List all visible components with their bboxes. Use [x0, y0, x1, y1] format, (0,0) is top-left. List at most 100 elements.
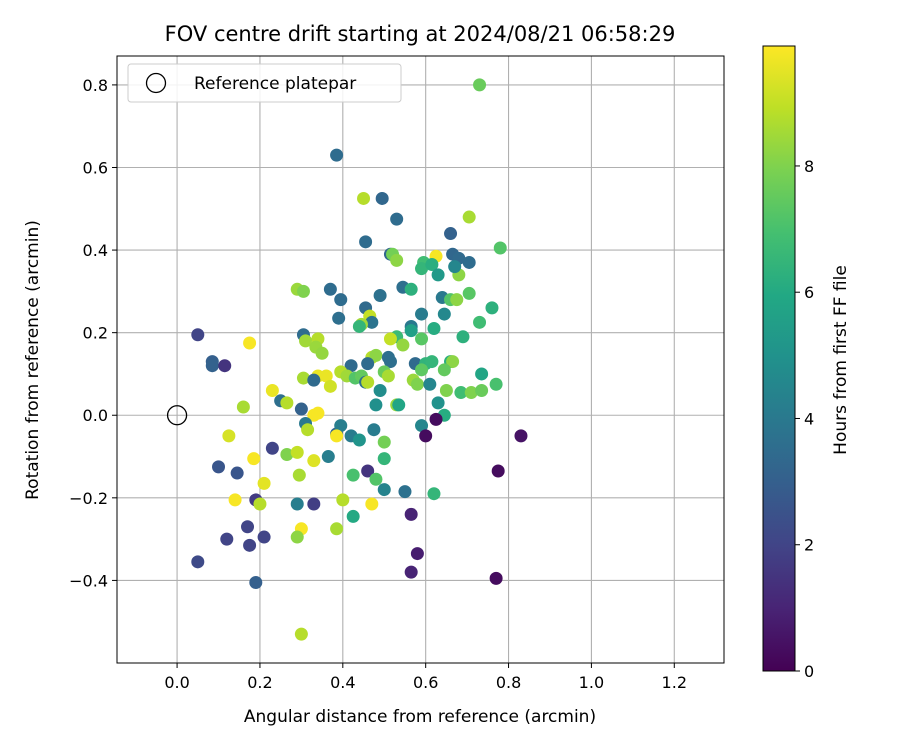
y-tick-label: 0.0 [83, 406, 108, 425]
legend-box [127, 63, 402, 103]
data-point [365, 497, 379, 511]
data-point [444, 227, 458, 241]
data-point [352, 433, 366, 447]
data-point [475, 383, 489, 397]
data-point [410, 547, 424, 561]
data-point [473, 315, 487, 329]
data-point [377, 435, 391, 449]
data-point [415, 262, 429, 276]
data-point [359, 235, 373, 249]
data-point [222, 429, 236, 443]
legend-marker [145, 72, 167, 94]
data-point [429, 412, 443, 426]
data-point [383, 332, 397, 346]
data-point [398, 485, 412, 499]
data-point [361, 357, 375, 371]
data-point [321, 450, 335, 464]
data-point [493, 241, 507, 255]
data-point [301, 423, 315, 437]
chart-title: FOV centre drift starting at 2024/08/21 … [165, 22, 676, 46]
data-point [265, 441, 279, 455]
data-point [381, 369, 395, 383]
data-point [365, 315, 379, 329]
data-point [383, 355, 397, 369]
data-point [369, 472, 383, 486]
data-point [367, 423, 381, 437]
data-point [462, 210, 476, 224]
colorbar-ticks: 0 2 4 6 8 [795, 157, 814, 681]
data-point [205, 359, 219, 373]
data-point [330, 522, 344, 536]
data-point [419, 429, 433, 443]
data-point [257, 530, 271, 544]
colorbar-tick-label: 4 [804, 409, 814, 428]
legend: Reference platepar [127, 63, 402, 103]
data-point [375, 191, 389, 205]
data-point [330, 429, 344, 443]
data-point [427, 487, 441, 501]
data-point [485, 301, 499, 315]
data-point [191, 555, 205, 569]
colorbar: 0 2 4 6 8 Hours from first FF file [762, 45, 851, 681]
data-point [247, 452, 261, 466]
data-point [334, 419, 348, 433]
plot-frame [116, 55, 725, 664]
data-point [489, 571, 503, 585]
data-point [290, 445, 304, 459]
data-point [423, 377, 437, 391]
data-point [361, 464, 375, 478]
data-point [454, 386, 468, 400]
data-point [415, 419, 429, 433]
data-point [373, 288, 387, 302]
data-point [392, 398, 406, 412]
data-point [404, 324, 418, 338]
data-point [464, 386, 478, 400]
data-point [514, 429, 528, 443]
x-tick-label: 0.4 [330, 673, 355, 692]
data-point [357, 191, 371, 205]
data-point [294, 402, 308, 416]
data-point [491, 464, 505, 478]
x-tick-label: 0.2 [247, 673, 272, 692]
data-point [410, 377, 424, 391]
data-point [390, 212, 404, 226]
x-axis-label: Angular distance from reference (arcmin) [244, 707, 596, 727]
data-point [307, 497, 321, 511]
data-point [462, 286, 476, 300]
colorbar-tick-label: 2 [804, 536, 814, 555]
data-point [425, 258, 439, 272]
data-point [352, 319, 366, 333]
data-point [415, 307, 429, 321]
data-point [218, 359, 232, 373]
data-point [236, 400, 250, 414]
data-point [332, 311, 346, 325]
data-point [427, 322, 441, 336]
data-point [299, 334, 313, 348]
data-point [446, 355, 460, 369]
data-point [253, 497, 267, 511]
x-tick-label: 1.0 [579, 673, 604, 692]
data-point [369, 348, 383, 362]
data-point [473, 78, 487, 92]
data-point [369, 398, 383, 412]
data-point [415, 363, 429, 377]
data-point [315, 346, 329, 360]
data-point [319, 369, 333, 383]
data-point [290, 497, 304, 511]
colorbar-gradient [762, 45, 796, 672]
data-point [448, 260, 462, 274]
y-tick-label: 0.8 [83, 76, 108, 95]
data-point [462, 255, 476, 269]
data-point [228, 493, 242, 507]
y-tick-label: −0.2 [69, 489, 108, 508]
data-point [439, 383, 453, 397]
data-point [191, 328, 205, 342]
data-point [294, 627, 308, 641]
data-point [323, 379, 337, 393]
data-point [220, 532, 234, 546]
data-point [489, 377, 503, 391]
data-point [396, 338, 410, 352]
x-tick-label: 0.8 [496, 673, 521, 692]
data-point [415, 332, 429, 346]
